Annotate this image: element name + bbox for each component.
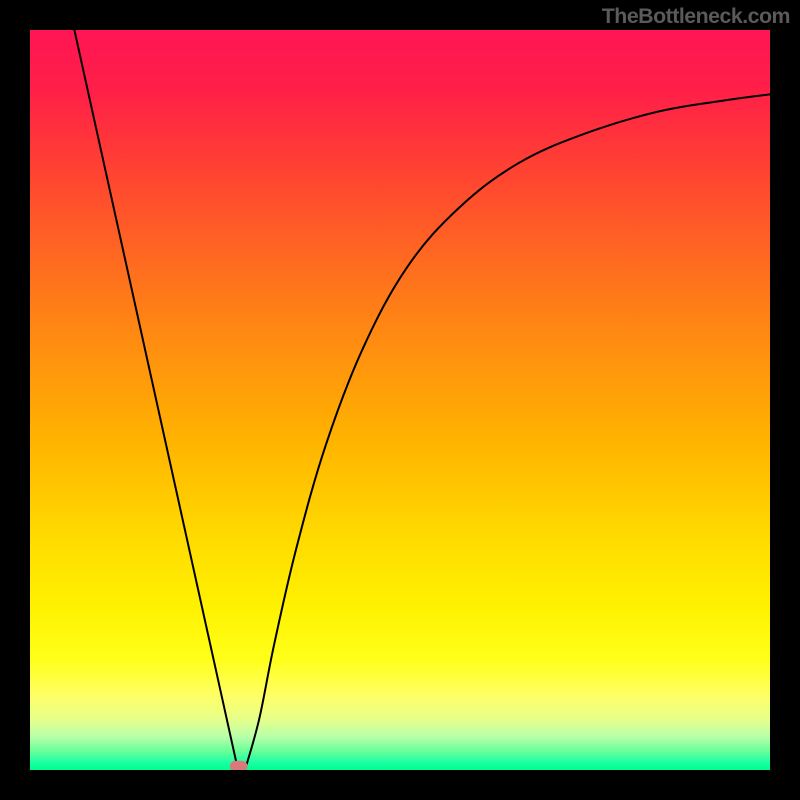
watermark-text: TheBottleneck.com — [602, 4, 790, 29]
gradient-background — [30, 30, 770, 770]
bottleneck-chart — [0, 0, 800, 800]
optimal-point-marker — [230, 761, 248, 772]
